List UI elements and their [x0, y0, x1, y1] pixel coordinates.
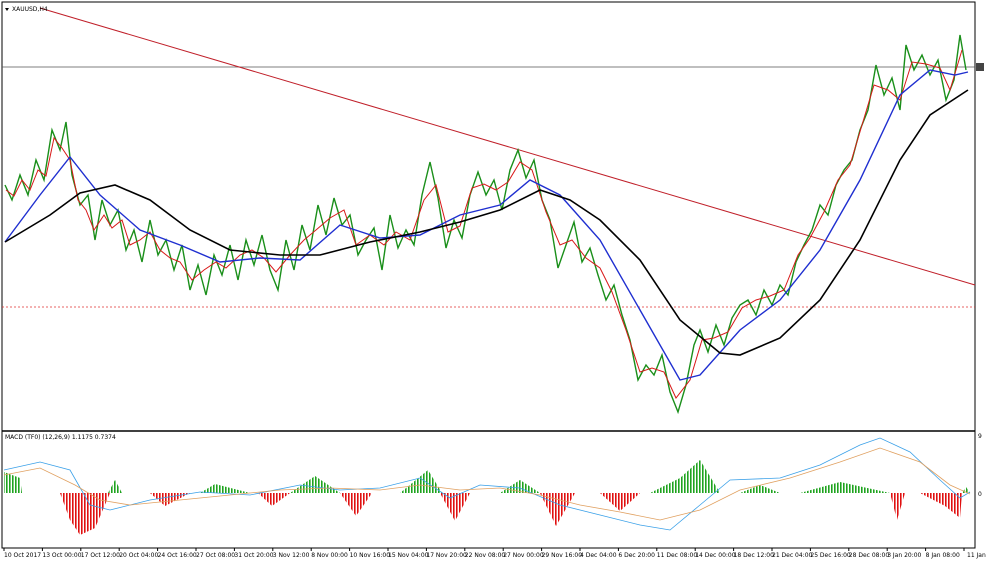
hist-up	[200, 484, 250, 493]
date-label: 13 Oct 00:00	[42, 552, 81, 559]
symbol-label: XAUUSD,H4	[12, 6, 48, 13]
date-label: 8 Nov 00:00	[311, 552, 348, 559]
date-label: 22 Nov 08:00	[465, 552, 506, 559]
date-label: 15 Nov 04:00	[388, 552, 429, 559]
hist-up	[400, 470, 442, 493]
fast-ma	[4, 69, 969, 381]
hist-up	[4, 472, 22, 493]
date-label: 3 Jan 20:00	[887, 552, 921, 559]
date-label: 24 Oct 16:00	[158, 552, 197, 559]
macd-axis-label: 0	[978, 491, 982, 498]
slow-ma	[4, 89, 969, 356]
date-label: 31 Oct 20:00	[234, 552, 273, 559]
hist-down	[440, 493, 470, 521]
hist-down	[600, 493, 640, 511]
date-label: 17 Nov 20:00	[426, 552, 467, 559]
date-label: 3 Nov 12:00	[273, 552, 310, 559]
date-label: 4 Dec 04:00	[580, 552, 617, 559]
macd-line	[3, 437, 971, 531]
date-label: 11 Dec 08:00	[657, 552, 698, 559]
signal-line	[3, 447, 971, 521]
hist-down	[920, 493, 962, 518]
trend-line	[39, 7, 976, 286]
date-label: 10 Nov 16:00	[350, 552, 391, 559]
macd-histogram	[4, 460, 970, 535]
frame	[1, 1, 976, 549]
date-label: 10 Oct 2017	[4, 552, 41, 559]
hist-down	[890, 493, 905, 520]
date-label: 18 Dec 12:00	[734, 552, 775, 559]
date-label: 27 Nov 00:00	[503, 552, 544, 559]
date-label: 14 Dec 00:00	[695, 552, 736, 559]
hist-up	[740, 485, 780, 493]
date-label: 20 Oct 04:00	[119, 552, 158, 559]
hist-down	[60, 493, 110, 535]
hist-up	[108, 480, 122, 493]
indicator-label: MACD (TF0) (12,26,9) 1.1175 0.7374	[5, 434, 116, 441]
date-label: 21 Dec 04:00	[772, 552, 813, 559]
hist-down	[258, 493, 290, 506]
price-marker	[976, 63, 984, 71]
date-label: 6 Dec 20:00	[618, 552, 655, 559]
price-candles-bear	[5, 49, 963, 399]
date-label: 8 Jan 08:00	[926, 552, 960, 559]
hist-up	[650, 460, 720, 493]
date-axis: 10 Oct 2017 13 Oct 00:00 17 Oct 12:00 20 Oc…	[3, 548, 986, 559]
date-label: 27 Oct 08:00	[196, 552, 235, 559]
date-label: 17 Oct 12:00	[81, 552, 120, 559]
hist-down	[340, 493, 372, 516]
hist-down	[150, 493, 190, 506]
date-label: 25 Dec 16:00	[810, 552, 851, 559]
symbol-arrow	[5, 8, 9, 11]
hist-up	[800, 482, 890, 493]
date-label: 28 Dec 08:00	[849, 552, 890, 559]
macd-axis-label: 9	[978, 433, 982, 440]
date-label: 29 Nov 16:00	[542, 552, 583, 559]
date-label: 11 Jan	[967, 552, 986, 559]
